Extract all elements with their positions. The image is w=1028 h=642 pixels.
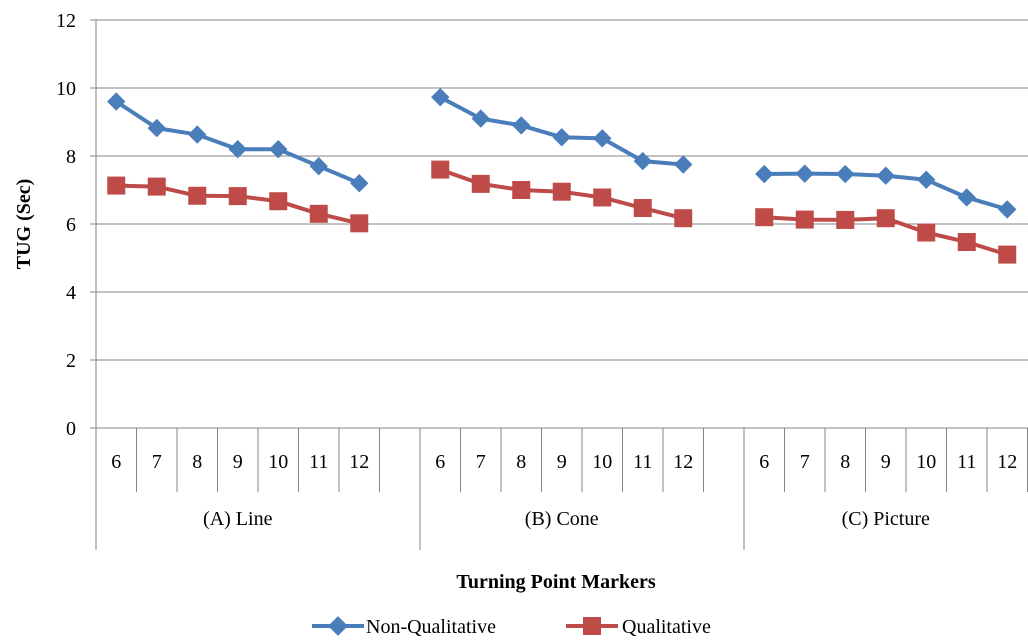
data-point: [633, 151, 652, 171]
gridlines: [96, 19, 1028, 361]
x-tick-label: 6: [435, 451, 445, 473]
group-label: (A) Line: [203, 508, 273, 530]
x-axis-title: Turning Point Markers: [456, 571, 655, 593]
data-point: [836, 164, 855, 184]
labels: 0 2 4 6 8 10 12 6 7 8 9 10 11 12 (A) Line 6 7 8 9 10 11 12 (B)…: [56, 10, 1017, 530]
x-tick-label: 11: [633, 451, 652, 473]
x-tick-label: 12: [673, 451, 693, 473]
data-point: [107, 176, 126, 195]
x-tick-label: 7: [152, 451, 162, 473]
data-point: [674, 209, 693, 228]
x-tick-label: 8: [192, 451, 202, 473]
data-point: [795, 164, 814, 183]
x-tick-label: 7: [476, 451, 486, 473]
group-label: (B) Cone: [525, 508, 599, 530]
data-point: [917, 170, 936, 189]
y-tick-label: 0: [66, 418, 76, 440]
x-tick-label: 12: [349, 451, 369, 473]
data-point: [512, 181, 531, 199]
x-tick-label: 11: [309, 451, 328, 473]
x-tick-label: 8: [840, 451, 850, 473]
data-point: [269, 192, 288, 211]
legend-label-non-qualitative: Non-Qualitative: [366, 616, 496, 638]
data-point: [674, 155, 693, 174]
data-point: [471, 174, 490, 193]
data-point: [755, 208, 774, 227]
x-tick-label: 10: [592, 451, 612, 473]
data-point: [269, 140, 288, 159]
data-point: [836, 210, 855, 229]
data-point: [350, 214, 369, 233]
x-tick-label: 12: [997, 451, 1017, 473]
data-point: [795, 210, 814, 229]
x-tick-label: 10: [916, 451, 936, 473]
data-point: [633, 199, 652, 218]
data-point: [876, 209, 895, 228]
data-point: [512, 116, 531, 135]
y-tick-label: 10: [56, 78, 76, 100]
data-point: [309, 204, 328, 223]
y-tick-label: 12: [56, 10, 76, 32]
x-tick-label: 6: [759, 451, 769, 473]
x-tick-label: 7: [800, 451, 810, 473]
data-point: [957, 188, 976, 207]
x-tick-label: 6: [111, 451, 121, 473]
axes: [90, 19, 1028, 550]
legend-marker-diamond-icon: [328, 616, 348, 636]
data-point: [431, 87, 450, 107]
data-point: [228, 140, 247, 159]
data-point: [593, 129, 612, 148]
group-label: (C) Picture: [842, 508, 930, 530]
x-tick-label: 9: [233, 451, 243, 473]
data-point: [552, 128, 571, 147]
data-point: [228, 187, 247, 206]
data-point: [431, 160, 450, 179]
legend-item-non-qualitative: Non-Qualitative: [312, 616, 496, 638]
x-tick-label: 8: [516, 451, 526, 473]
y-tick-label: 2: [66, 350, 76, 372]
data-point: [917, 223, 936, 242]
data-point: [188, 125, 207, 144]
x-tick-label: 9: [881, 451, 891, 473]
data-point: [107, 92, 126, 111]
data-point: [309, 157, 328, 176]
y-tick-label: 8: [66, 146, 76, 168]
x-tick-label: 9: [557, 451, 567, 473]
legend-label-qualitative: Qualitative: [622, 616, 711, 638]
data-point: [755, 164, 774, 184]
y-tick-label: 4: [66, 282, 76, 304]
legend: Non-Qualitative Qualitative: [312, 616, 711, 638]
data-point: [593, 188, 612, 207]
data-point: [147, 177, 166, 196]
data-point: [350, 174, 369, 193]
data-point: [998, 200, 1017, 219]
y-tick-label: 6: [66, 214, 76, 236]
data-point: [471, 109, 490, 128]
data-point: [998, 245, 1017, 264]
series: [107, 87, 1017, 264]
data-point: [552, 182, 571, 201]
data-point: [188, 186, 207, 205]
legend-item-qualitative: Qualitative: [566, 616, 711, 638]
legend-marker-square-icon: [583, 617, 601, 635]
data-point: [876, 166, 895, 185]
x-tick-label: 11: [957, 451, 976, 473]
x-tick-label: 10: [268, 451, 288, 473]
y-axis-title: TUG (Sec): [13, 179, 35, 270]
data-point: [957, 233, 976, 252]
